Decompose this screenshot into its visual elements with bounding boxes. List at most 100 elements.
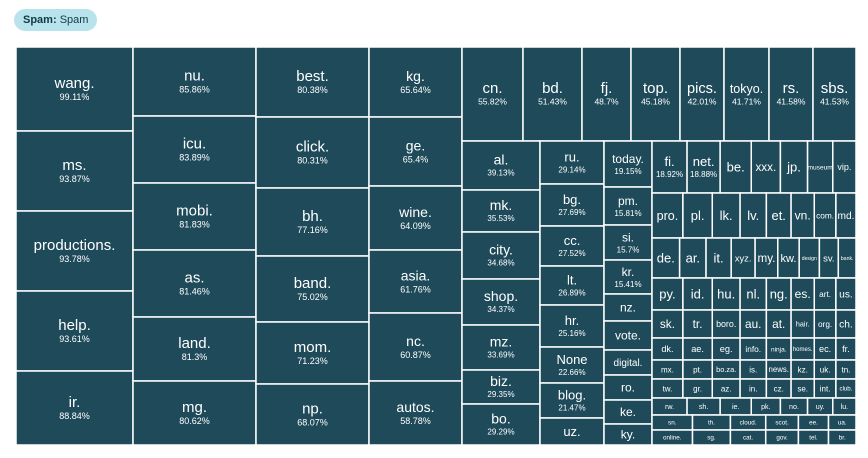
cell-uy[interactable]: uy. <box>806 397 834 416</box>
cell-ch[interactable]: ch. <box>835 309 857 339</box>
cell-jp[interactable]: jp. <box>779 140 809 194</box>
cell-wine[interactable]: wine.64.09% <box>368 185 463 251</box>
cell-np[interactable]: np.68.07% <box>255 383 370 446</box>
cell-rw[interactable]: rw. <box>651 397 688 416</box>
cell-cn[interactable]: cn.55.82% <box>461 46 524 142</box>
cell-mg[interactable]: mg.80.62% <box>132 380 257 446</box>
cell-kw[interactable]: kw. <box>777 237 800 279</box>
cell-homes[interactable]: homes. <box>790 337 816 361</box>
cell-vip[interactable]: vip. <box>832 140 857 194</box>
cell-city[interactable]: city.34.68% <box>461 231 541 280</box>
cell-es[interactable]: es. <box>790 277 816 311</box>
cell-land[interactable]: land.81.3% <box>132 316 257 382</box>
cell-pk[interactable]: pk. <box>750 397 782 416</box>
cell-digital[interactable]: digital. <box>603 349 653 376</box>
cell-ir[interactable]: ir.88.84% <box>15 370 134 446</box>
cell-ae[interactable]: ae. <box>682 337 714 361</box>
cell-bo[interactable]: bo.29.29% <box>461 403 541 446</box>
legend-badge[interactable]: Spam: Spam <box>14 9 98 31</box>
cell-online[interactable]: online. <box>651 429 694 446</box>
cell-si[interactable]: si.15.7% <box>603 224 653 261</box>
cell-in[interactable]: in. <box>739 378 768 399</box>
cell-bank[interactable]: bank. <box>837 237 857 279</box>
cell-tw[interactable]: tw. <box>651 378 684 399</box>
cell-ninja[interactable]: ninja. <box>765 337 792 361</box>
cell-tokyo[interactable]: tokyo.41.71% <box>723 46 770 142</box>
cell-vn[interactable]: vn. <box>790 192 816 239</box>
cell-gr[interactable]: gr. <box>682 378 714 399</box>
cell-museum[interactable]: museum <box>806 140 834 194</box>
cell-cc[interactable]: cc.27.52% <box>539 225 605 267</box>
cell-as[interactable]: as.81.46% <box>132 249 257 318</box>
cell-pm[interactable]: pm.15.81% <box>603 186 653 226</box>
cell-lk[interactable]: lk. <box>711 192 741 239</box>
cell-uz[interactable]: uz. <box>539 417 605 446</box>
cell-sh[interactable]: sh. <box>686 397 721 416</box>
cell-se[interactable]: se. <box>790 378 816 399</box>
cell-pics[interactable]: pics.42.01% <box>679 46 725 142</box>
cell-sv[interactable]: sv. <box>818 237 840 279</box>
cell-pro[interactable]: pro. <box>651 192 684 239</box>
cell-click[interactable]: click.80.31% <box>255 116 370 189</box>
cell-ke[interactable]: ke. <box>603 399 653 425</box>
cell-bo-za[interactable]: bo.za. <box>711 359 741 380</box>
cell-au[interactable]: au. <box>739 309 768 339</box>
cell-ee[interactable]: ee. <box>797 414 830 431</box>
cell-cz[interactable]: cz. <box>765 378 792 399</box>
cell-mx[interactable]: mx. <box>651 359 684 380</box>
cell-today[interactable]: today.19.15% <box>603 140 653 188</box>
cell-al[interactable]: al.39.13% <box>461 140 541 191</box>
cell-md[interactable]: md. <box>835 192 857 239</box>
cell-ua[interactable]: ua. <box>827 414 857 431</box>
cell-scot[interactable]: scot. <box>764 414 800 431</box>
cell-bh[interactable]: bh.77.16% <box>255 187 370 257</box>
cell-mobi[interactable]: mobi.81.83% <box>132 182 257 251</box>
cell-it[interactable]: it. <box>705 237 732 279</box>
cell-nu[interactable]: nu.85.86% <box>132 46 257 117</box>
cell-no[interactable]: no. <box>779 397 809 416</box>
cell-nc[interactable]: nc.60.87% <box>368 312 463 382</box>
cell-tel[interactable]: tel. <box>797 429 830 446</box>
cell-cat[interactable]: cat. <box>729 429 767 446</box>
cell-int[interactable]: int. <box>813 378 837 399</box>
cell-uk[interactable]: uk. <box>813 359 837 380</box>
cell-club[interactable]: club. <box>835 378 857 399</box>
cell-org[interactable]: org. <box>813 309 837 339</box>
cell-pl[interactable]: pl. <box>682 192 714 239</box>
cell-news[interactable]: news. <box>765 359 792 380</box>
cell-ng[interactable]: ng. <box>765 277 792 311</box>
cell-fj[interactable]: fj.48.7% <box>581 46 632 142</box>
cell-rs[interactable]: rs.41.58% <box>768 46 814 142</box>
cell-lu[interactable]: lu. <box>832 397 857 416</box>
cell-ie[interactable]: ie. <box>719 397 753 416</box>
cell-asia[interactable]: asia.61.76% <box>368 249 463 314</box>
cell-mom[interactable]: mom.71.23% <box>255 321 370 385</box>
cell-id[interactable]: id. <box>682 277 714 311</box>
cell-xyz[interactable]: xyz. <box>730 237 756 279</box>
cell-sg[interactable]: sg. <box>691 429 732 446</box>
cell-fi[interactable]: fi.18.92% <box>651 140 688 194</box>
cell-ge[interactable]: ge.65.4% <box>368 116 463 187</box>
cell-ec[interactable]: ec. <box>813 337 837 361</box>
cell-lv[interactable]: lv. <box>739 192 768 239</box>
cell-help[interactable]: help.93.61% <box>15 290 134 372</box>
cell-hair[interactable]: hair. <box>790 309 816 339</box>
cell-de[interactable]: de. <box>651 237 681 279</box>
cell-wang[interactable]: wang.99.11% <box>15 46 134 132</box>
cell-com[interactable]: com. <box>813 192 837 239</box>
cell-autos[interactable]: autos.58.78% <box>368 380 463 446</box>
cell-gov[interactable]: gov. <box>764 429 800 446</box>
cell-icu[interactable]: icu.83.89% <box>132 115 257 184</box>
cell-mk[interactable]: mk.35.53% <box>461 189 541 233</box>
cell-boro[interactable]: boro. <box>711 309 741 339</box>
cell-th[interactable]: th. <box>691 414 732 431</box>
cell-et[interactable]: et. <box>765 192 792 239</box>
cell-sn[interactable]: sn. <box>651 414 694 431</box>
cell-vote[interactable]: vote. <box>603 320 653 351</box>
cell-ky[interactable]: ky. <box>603 423 653 446</box>
cell-kr[interactable]: kr.15.41% <box>603 259 653 295</box>
cell-ru[interactable]: ru.29.14% <box>539 140 605 185</box>
cell-kz[interactable]: kz. <box>790 359 816 380</box>
cell-bg[interactable]: bg.27.69% <box>539 183 605 227</box>
cell-nl[interactable]: nl. <box>739 277 768 311</box>
